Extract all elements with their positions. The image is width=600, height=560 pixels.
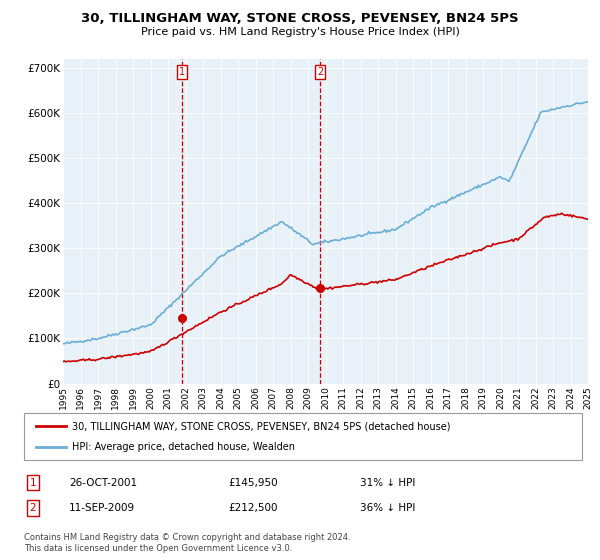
Text: 30, TILLINGHAM WAY, STONE CROSS, PEVENSEY, BN24 5PS: 30, TILLINGHAM WAY, STONE CROSS, PEVENSE… — [81, 12, 519, 25]
Text: Contains HM Land Registry data © Crown copyright and database right 2024.
This d: Contains HM Land Registry data © Crown c… — [24, 533, 350, 553]
Text: 26-OCT-2001: 26-OCT-2001 — [69, 478, 137, 488]
Text: 31% ↓ HPI: 31% ↓ HPI — [360, 478, 415, 488]
Text: £212,500: £212,500 — [228, 503, 277, 513]
Text: Price paid vs. HM Land Registry's House Price Index (HPI): Price paid vs. HM Land Registry's House … — [140, 27, 460, 37]
Text: £145,950: £145,950 — [228, 478, 278, 488]
Text: 2: 2 — [29, 503, 37, 513]
Text: 36% ↓ HPI: 36% ↓ HPI — [360, 503, 415, 513]
Text: HPI: Average price, detached house, Wealden: HPI: Average price, detached house, Weal… — [72, 442, 295, 452]
Text: 1: 1 — [29, 478, 37, 488]
Text: 11-SEP-2009: 11-SEP-2009 — [69, 503, 135, 513]
Text: 1: 1 — [179, 67, 185, 77]
Text: 30, TILLINGHAM WAY, STONE CROSS, PEVENSEY, BN24 5PS (detached house): 30, TILLINGHAM WAY, STONE CROSS, PEVENSE… — [72, 422, 451, 431]
Text: 2: 2 — [317, 67, 323, 77]
